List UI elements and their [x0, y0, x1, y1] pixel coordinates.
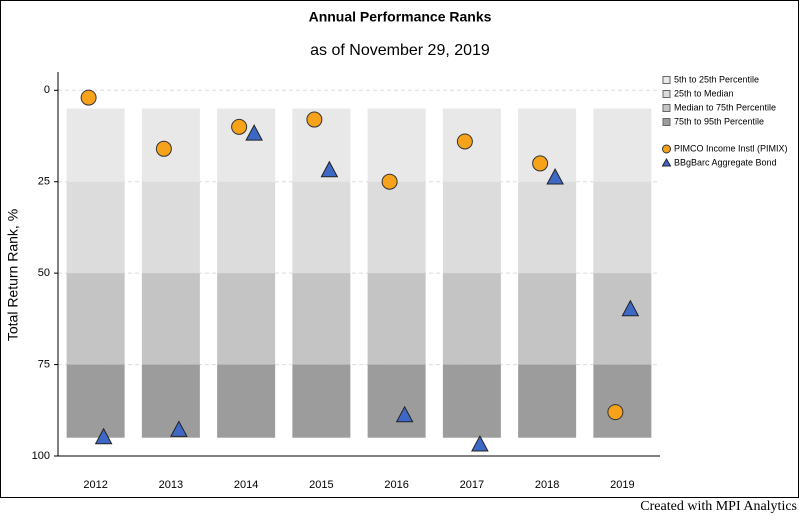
percentile-band: [518, 108, 577, 182]
legend-label: BBgBarc Aggregate Bond: [674, 157, 777, 167]
rank-marker: [170, 420, 188, 437]
legend-swatch: [661, 157, 672, 167]
percentile-band: [442, 273, 501, 365]
percentile-band: [217, 108, 276, 182]
percentile-band: [217, 273, 276, 365]
percentile-band: [292, 273, 351, 365]
legend-swatch: [662, 90, 671, 98]
percentile-band: [292, 364, 351, 438]
percentile-band: [367, 273, 426, 365]
rank-marker: [94, 427, 113, 445]
percentile-band: [593, 273, 652, 365]
legend-label: 25th to Median: [674, 88, 734, 98]
x-tick-label: 2012: [83, 479, 107, 491]
x-tick-label: 2014: [234, 479, 258, 491]
rank-marker: [456, 133, 473, 150]
x-tick-label: 2016: [384, 479, 408, 491]
percentile-band: [442, 364, 501, 438]
rank-marker: [471, 434, 489, 452]
rank-marker: [532, 155, 549, 172]
percentile-band: [518, 273, 577, 365]
percentile-band: [217, 181, 276, 274]
percentile-band: [141, 364, 200, 438]
rank-marker: [231, 118, 248, 135]
percentile-band: [217, 364, 276, 438]
rank-marker: [381, 173, 398, 190]
legend-label: 75th to 95th Percentile: [674, 116, 764, 126]
y-tick-label: 0: [44, 84, 50, 96]
x-tick-label: 2013: [159, 479, 183, 491]
percentile-band: [367, 181, 426, 274]
legend-swatch: [662, 144, 671, 154]
y-tick-label: 25: [38, 176, 50, 188]
percentile-band: [367, 364, 426, 438]
rank-marker: [607, 404, 624, 421]
percentile-band: [518, 181, 577, 274]
legend-swatch: [662, 104, 671, 112]
chart-title: Annual Performance Ranks: [309, 9, 492, 25]
rank-marker: [80, 89, 97, 106]
y-tick-label: 50: [38, 267, 50, 279]
rank-marker: [395, 405, 414, 423]
rank-marker: [546, 167, 564, 185]
rank-marker: [245, 124, 263, 141]
y-tick-label: 75: [38, 358, 50, 370]
percentile-band: [292, 181, 351, 274]
x-tick-label: 2015: [309, 479, 333, 491]
rank-marker: [621, 299, 640, 317]
rank-marker: [320, 160, 339, 178]
percentile-band: [593, 181, 652, 274]
legend-swatch: [662, 118, 671, 126]
x-tick-label: 2017: [460, 479, 484, 491]
legend-label: 5th to 25th Percentile: [674, 74, 759, 84]
y-tick-label: 100: [32, 450, 50, 462]
percentile-band: [66, 273, 125, 365]
percentile-band: [66, 108, 125, 182]
percentile-band: [141, 273, 200, 365]
y-axis-label: Total Return Rank, %: [5, 209, 21, 341]
percentile-band: [593, 364, 652, 438]
x-tick-label: 2018: [535, 479, 559, 491]
rank-marker: [306, 111, 323, 128]
percentile-band: [66, 364, 125, 438]
percentile-band: [442, 181, 501, 274]
chart-subtitle: as of November 29, 2019: [310, 42, 490, 59]
percentile-band: [518, 364, 577, 438]
rank-marker: [155, 140, 172, 157]
percentile-band: [593, 108, 652, 182]
percentile-band: [367, 108, 426, 182]
legend-label: PIMCO Income Instl (PIMIX): [674, 143, 788, 153]
footer: Created with MPI Analytics: [640, 499, 797, 514]
x-tick-label: 2019: [610, 479, 634, 491]
percentile-band: [66, 181, 125, 274]
legend-label: Median to 75th Percentile: [674, 102, 776, 112]
percentile-band: [141, 181, 200, 274]
legend-swatch: [662, 76, 671, 84]
